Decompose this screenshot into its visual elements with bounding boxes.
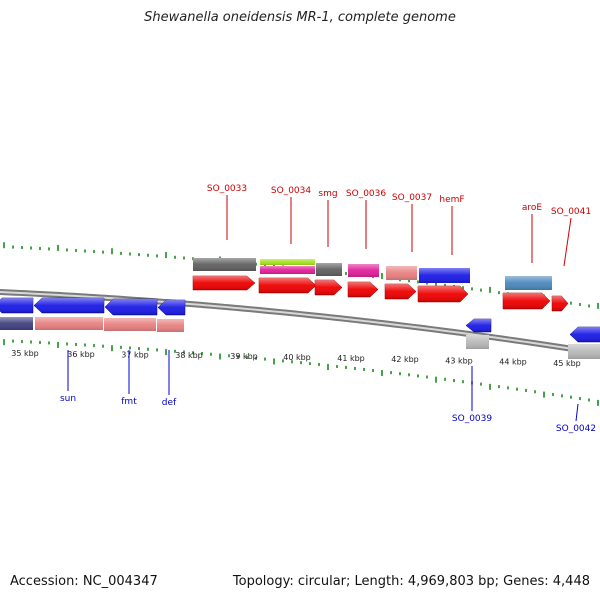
feature-bar-blue-shade xyxy=(419,268,470,283)
scale-label: 35 kbp xyxy=(11,349,39,358)
feature-bar-salmon-shade xyxy=(104,318,156,331)
gene-label-bottom: SO_0039 xyxy=(452,414,492,424)
scale-label: 42 kbp xyxy=(391,355,419,364)
gene-label-top: SO_0036 xyxy=(346,189,386,199)
feature-bar-lightgray-shade xyxy=(466,335,489,349)
gene-arrow-forward-shade xyxy=(193,276,255,290)
feature-bar-salmon-shade xyxy=(35,317,103,330)
scale-label: 36 kbp xyxy=(67,350,95,359)
scale-label: 45 kbp xyxy=(553,359,581,368)
gene-label-bottom: sun xyxy=(60,394,76,404)
gene-label-bottom: SO_0042 xyxy=(556,424,596,434)
feature-bar-lightgray-shade xyxy=(568,344,600,359)
map-title: Shewanella oneidensis MR-1, complete gen… xyxy=(144,10,456,25)
gene-arrow-forward-shade xyxy=(552,296,568,311)
scale-label: 43 kbp xyxy=(445,356,473,365)
gene-arrow-reverse-shade xyxy=(0,298,33,313)
gene-label-top: aroE xyxy=(522,203,543,213)
accession-label: Accession: NC_004347 xyxy=(10,574,158,589)
gene-arrow-reverse-shade xyxy=(466,319,491,332)
scale-label: 44 kbp xyxy=(499,358,527,367)
gene-label-leader xyxy=(563,217,572,267)
genome-summary-label: Topology: circular; Length: 4,969,803 bp… xyxy=(232,574,590,589)
gene-arrow-forward-shade xyxy=(418,286,468,302)
feature-bar-green-shade xyxy=(260,259,315,265)
gene-arrow-reverse-shade xyxy=(34,298,104,313)
gene-arrow-forward-shade xyxy=(503,293,550,309)
gene-label-bottom: fmt xyxy=(121,397,137,407)
scale-label: 41 kbp xyxy=(337,354,365,363)
feature-bar-steelblue-shade xyxy=(505,276,552,290)
gene-label-top: hemF xyxy=(439,195,464,205)
backbone-highlight xyxy=(0,290,600,355)
gene-label-top: SO_0034 xyxy=(271,186,311,196)
scale-label: 38 kbp xyxy=(175,351,203,360)
gene-label-leader xyxy=(575,403,579,422)
gene-label-top: smg xyxy=(318,189,337,199)
gene-arrow-forward-shade xyxy=(385,284,416,299)
gene-label-bottom: def xyxy=(162,398,177,408)
scale-label: 39 kbp xyxy=(230,352,258,361)
gene-arrow-forward-shade xyxy=(348,282,378,297)
gene-label-top: SO_0037 xyxy=(392,193,432,203)
gene-arrow-forward-shade xyxy=(259,278,316,293)
feature-bar-gray-shade xyxy=(193,258,256,271)
feature-bar-salmon-shade xyxy=(386,266,417,280)
feature-bar-navy-shade xyxy=(0,317,33,330)
gene-label-top: SO_0033 xyxy=(207,184,247,194)
gene-arrow-reverse-shade xyxy=(105,299,157,315)
feature-bar-gray-shade xyxy=(316,263,342,276)
feature-bar-magenta-shade xyxy=(260,266,315,274)
gene-arrow-forward-shade xyxy=(315,280,342,295)
gene-label-top: SO_0041 xyxy=(551,207,591,217)
feature-bar-salmon-shade xyxy=(157,319,184,332)
scale-label: 40 kbp xyxy=(283,353,311,362)
scale-label: 37 kbp xyxy=(121,350,149,359)
feature-bar-magenta-shade xyxy=(348,264,379,277)
gene-arrow-reverse-shade xyxy=(158,300,185,315)
gene-arrow-reverse-shade xyxy=(570,327,600,342)
